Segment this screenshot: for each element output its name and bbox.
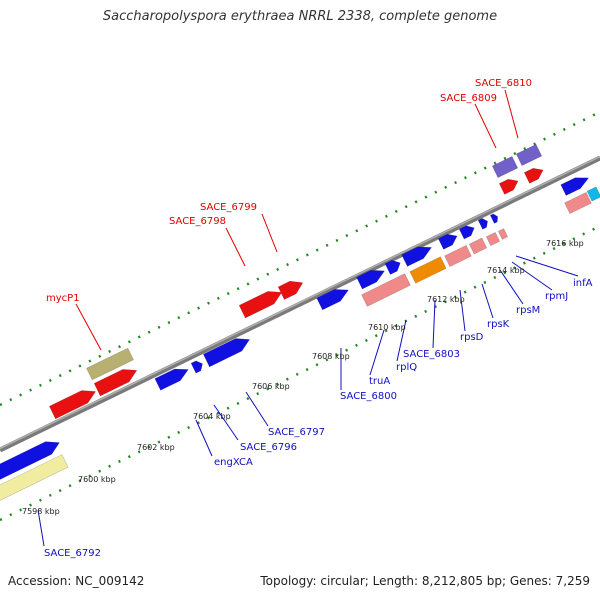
genome-backbone [0, 155, 600, 453]
label-rpsm[interactable]: rpsM [516, 305, 540, 316]
gene-sace-6796[interactable] [190, 359, 205, 374]
gene-sace-6800[interactable] [316, 284, 351, 311]
leader-sace-6809 [474, 103, 497, 149]
leader-rpsm [499, 269, 524, 305]
label-leaders [37, 89, 579, 547]
gene-sace-6792-body[interactable] [0, 436, 63, 480]
gene-rplq[interactable] [384, 258, 403, 275]
leader-sace-6810 [504, 89, 519, 139]
upper-dotted-ruler [0, 110, 600, 407]
gene-rpsk[interactable] [468, 237, 488, 255]
gene-red-2[interactable] [93, 364, 140, 397]
kbp-label-7602: 7602 kbp [137, 443, 175, 452]
kbp-label-7612: 7612 kbp [427, 295, 465, 304]
label-rpsd[interactable]: rpsD [460, 332, 484, 343]
gene-sace-6809[interactable] [491, 155, 519, 179]
gene-infa-blue[interactable] [560, 172, 591, 196]
gene-trua[interactable] [356, 265, 388, 290]
kbp-label-7606: 7606 kbp [252, 382, 290, 391]
accession-text: Accession: NC_009142 [8, 574, 145, 588]
gene-features [0, 143, 600, 502]
gene-rpmj[interactable] [497, 228, 509, 240]
leader-rpmj [511, 261, 553, 291]
gene-sace-6810[interactable] [515, 143, 543, 167]
leader-sace-6798 [225, 227, 246, 267]
gene-blue-d[interactable] [477, 217, 490, 230]
gene-engxca[interactable] [154, 364, 191, 391]
gene-sace-6799[interactable] [277, 276, 306, 300]
gene-infa-cyan[interactable] [586, 186, 600, 202]
gene-blue-b[interactable] [437, 231, 459, 250]
gene-infa-pink[interactable] [564, 192, 592, 214]
label-sace-6797[interactable]: SACE_6797 [268, 427, 325, 438]
leader-sace-6799 [261, 213, 278, 253]
leader-rplq [396, 319, 407, 362]
leader-rpsk [481, 283, 494, 319]
genome-summary-text: Topology: circular; Length: 8,212,805 bp… [260, 574, 590, 588]
kbp-label-7600: 7600 kbp [78, 475, 116, 484]
label-mycp1[interactable]: mycP1 [46, 293, 80, 304]
gene-blue-c[interactable] [458, 223, 476, 240]
label-sace-6792[interactable]: SACE_6792 [44, 548, 101, 559]
label-engxca[interactable]: engXCA [214, 457, 253, 468]
kbp-label-7610: 7610 kbp [368, 323, 406, 332]
label-sace-6809[interactable]: SACE_6809 [440, 93, 497, 104]
label-sace-6800[interactable]: SACE_6800 [340, 391, 397, 402]
label-rpsk[interactable]: rpsK [487, 319, 510, 330]
leader-trua [369, 329, 385, 376]
label-sace-6803[interactable]: SACE_6803 [403, 349, 460, 360]
leader-sace-6792 [37, 509, 45, 547]
gene-sace-6798[interactable] [238, 286, 285, 319]
label-sace-6798[interactable]: SACE_6798 [169, 216, 226, 227]
leader-sace-6796 [213, 404, 239, 441]
gene-red-1[interactable] [49, 385, 98, 420]
leader-sace-6803 [432, 299, 436, 349]
genome-backbone-highlight [0, 155, 600, 450]
leader-mycp1 [75, 303, 102, 351]
label-sace-6810[interactable]: SACE_6810 [475, 78, 532, 89]
leader-sace-6797 [245, 391, 269, 427]
gene-sace-6797[interactable] [203, 333, 252, 368]
leader-infa [515, 255, 579, 277]
kbp-label-7608: 7608 kbp [312, 352, 350, 361]
label-sace-6796[interactable]: SACE_6796 [240, 442, 297, 453]
kbp-label-7614: 7614 kbp [487, 266, 525, 275]
gene-blue-e[interactable] [489, 213, 499, 224]
gene-rpsm[interactable] [485, 231, 501, 247]
gene-mycp1[interactable] [86, 347, 134, 381]
gene-sace-6803[interactable] [409, 256, 447, 284]
kbp-label-7604: 7604 kbp [193, 412, 231, 421]
label-rpmj[interactable]: rpmJ [545, 291, 568, 302]
kbp-label-7598: 7598 kbp [22, 507, 60, 516]
label-infa[interactable]: infA [573, 278, 593, 289]
kbp-label-7616: 7616 kbp [546, 239, 584, 248]
label-trua[interactable]: truA [369, 376, 390, 387]
gene-sace-6800-pink[interactable] [361, 273, 411, 307]
gene-blue-a[interactable] [401, 242, 435, 267]
leader-engxca [195, 419, 213, 457]
label-sace-6799[interactable]: SACE_6799 [200, 202, 257, 213]
gene-red-6810b[interactable] [523, 165, 545, 184]
map-title: Saccharopolyspora erythraea NRRL 2338, c… [102, 9, 498, 24]
label-rplq[interactable]: rplQ [396, 362, 417, 373]
lower-dotted-ruler [0, 224, 600, 522]
gene-rpsd[interactable] [444, 245, 472, 267]
gene-red-6809b[interactable] [498, 176, 520, 195]
gene-sace-6792[interactable] [0, 454, 69, 502]
leader-rpsd [459, 289, 466, 332]
